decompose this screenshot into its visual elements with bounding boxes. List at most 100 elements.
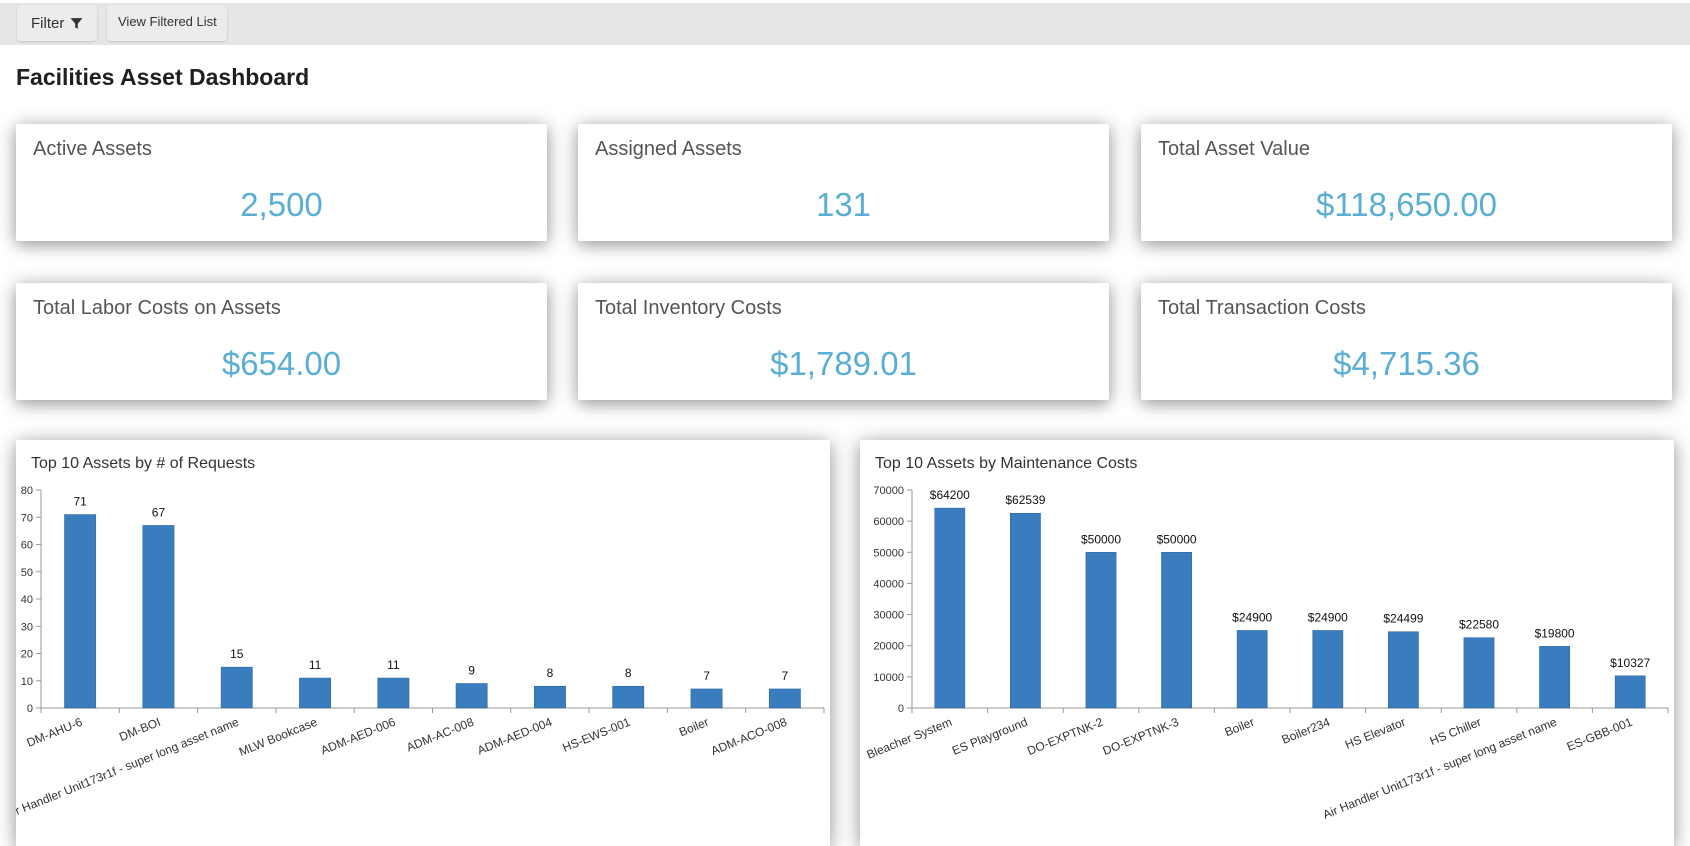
bar [690,688,723,709]
requests-chart-card: Top 10 Assets by # of Requests 0 10 20 30 40… [16,440,830,846]
y-tick-label: 60 [21,540,33,552]
y-tick-label: 10000 [873,672,904,684]
bar [455,683,488,709]
view-filtered-list-button[interactable]: View Filtered List [107,5,227,41]
kpi-label: Total Labor Costs on Assets [33,297,281,319]
bar [934,507,966,709]
bar [1085,552,1117,709]
kpi-card-active-assets: Active Assets 2,500 [16,124,547,241]
bar [534,685,566,709]
chart-title: Top 10 Assets by # of Requests [31,455,256,472]
bar [612,685,645,709]
data-label: 67 [152,505,166,519]
kpi-card-total-asset-value: Total Asset Value $118,650.00 [1141,124,1672,241]
x-tick-label: ES-GBB-001 [1565,715,1635,754]
x-tick-label: DM-BOI [117,715,162,744]
x-tick-label: MLW Bookcase [237,715,320,759]
data-label: $62539 [1005,493,1045,507]
bar [299,677,331,709]
data-label: 71 [73,495,87,509]
filter-label: Filter [31,14,65,32]
x-tick-label: DM-AHU-6 [25,715,85,750]
y-tick-label: 80 [21,485,33,497]
data-label: 7 [703,669,710,683]
x-tick-label: Boiler [1223,715,1257,739]
bar [1010,512,1041,709]
bar [1161,552,1192,709]
bar [64,514,97,709]
y-tick-label: 20000 [873,641,904,653]
bar [768,688,801,709]
filter-button[interactable]: Filter [17,5,97,41]
x-tick-label: Bleacher System [865,715,954,762]
bar [220,666,253,709]
kpi-card-total-transaction-costs: Total Transaction Costs $4,715.36 [1141,283,1672,400]
data-label: $10327 [1610,656,1650,670]
bar [1236,630,1268,709]
y-tick-label: 30 [21,621,33,633]
bar [377,677,410,709]
y-tick-label: 30000 [873,610,904,622]
data-label: $22580 [1459,618,1499,632]
x-tick-label: ES Playground [950,715,1029,758]
data-label: $19800 [1535,626,1575,640]
x-tick-label: ADM-AC-008 [404,715,476,755]
y-tick-label: 40000 [873,578,904,590]
y-tick-label: 0 [898,703,904,715]
data-label: 8 [547,666,554,680]
y-tick-label: 40 [21,594,33,606]
x-tick-label: ADM-AED-006 [319,715,398,758]
chart-title: Top 10 Assets by Maintenance Costs [875,455,1138,472]
y-tick-label: 20 [21,649,33,661]
x-tick-label: HS-EWS-001 [560,715,632,755]
data-label: $50000 [1157,532,1197,546]
y-tick-label: 70000 [873,485,904,497]
data-label: $24900 [1232,610,1272,624]
data-label: 11 [387,658,400,672]
bar [1614,675,1646,709]
funnel-icon [70,17,83,29]
y-tick-label: 50 [21,567,33,579]
bar [1539,646,1570,709]
kpi-label: Assigned Assets [595,138,742,160]
data-label: 8 [625,666,632,680]
x-tick-label: HS Chiller [1428,715,1483,748]
data-label: 7 [782,669,789,683]
maintenance-costs-bar-chart: 0 10000 20000 30000 40000 50000 60000 70000 $642… [865,485,1669,822]
x-tick-label: HS Elevator [1343,715,1408,752]
bar [1312,630,1344,709]
bar [1388,631,1419,709]
kpi-card-total-labor-costs: Total Labor Costs on Assets $654.00 [16,283,547,400]
kpi-label: Active Assets [33,138,152,160]
data-label: $24900 [1308,610,1348,624]
kpi-card-assigned-assets: Assigned Assets 131 [578,124,1109,241]
kpi-value: $4,715.36 [1333,345,1480,382]
page-title: Facilities Asset Dashboard [16,64,310,90]
y-tick-label: 70 [21,512,33,524]
kpi-value: $654.00 [221,345,342,382]
maintenance-costs-chart-card: Top 10 Assets by Maintenance Costs 0 1000… [860,440,1674,846]
kpi-value: $1,789.01 [770,345,917,382]
kpi-label: Total Inventory Costs [595,297,782,319]
kpi-value: 131 [815,186,872,223]
kpi-value: $118,650.00 [1315,186,1498,223]
x-tick-label: ADM-AED-004 [475,715,554,758]
y-tick-label: 50000 [873,547,904,559]
kpi-label: Total Asset Value [1158,138,1310,160]
kpi-value: 2,500 [240,186,323,223]
data-label: $64200 [930,488,970,502]
x-tick-label: Boiler234 [1280,715,1333,747]
x-tick-label: ADM-ACO-008 [709,715,789,758]
data-label: 9 [468,663,475,677]
bar [1463,637,1495,709]
data-label: 11 [309,658,322,672]
kpi-card-total-inventory-costs: Total Inventory Costs $1,789.01 [578,283,1109,400]
y-tick-label: 10 [21,676,33,688]
x-tick-label: DO-EXPTNK-3 [1101,715,1181,758]
y-tick-label: 0 [27,703,33,715]
x-tick-label: DO-EXPTNK-2 [1025,715,1105,758]
x-tick-label: Boiler [677,715,711,739]
requests-bar-chart: 0102030405060708071DM-AHU-667DM-BOI15Air… [16,485,825,822]
bar [142,525,175,709]
data-label: 15 [230,647,244,661]
